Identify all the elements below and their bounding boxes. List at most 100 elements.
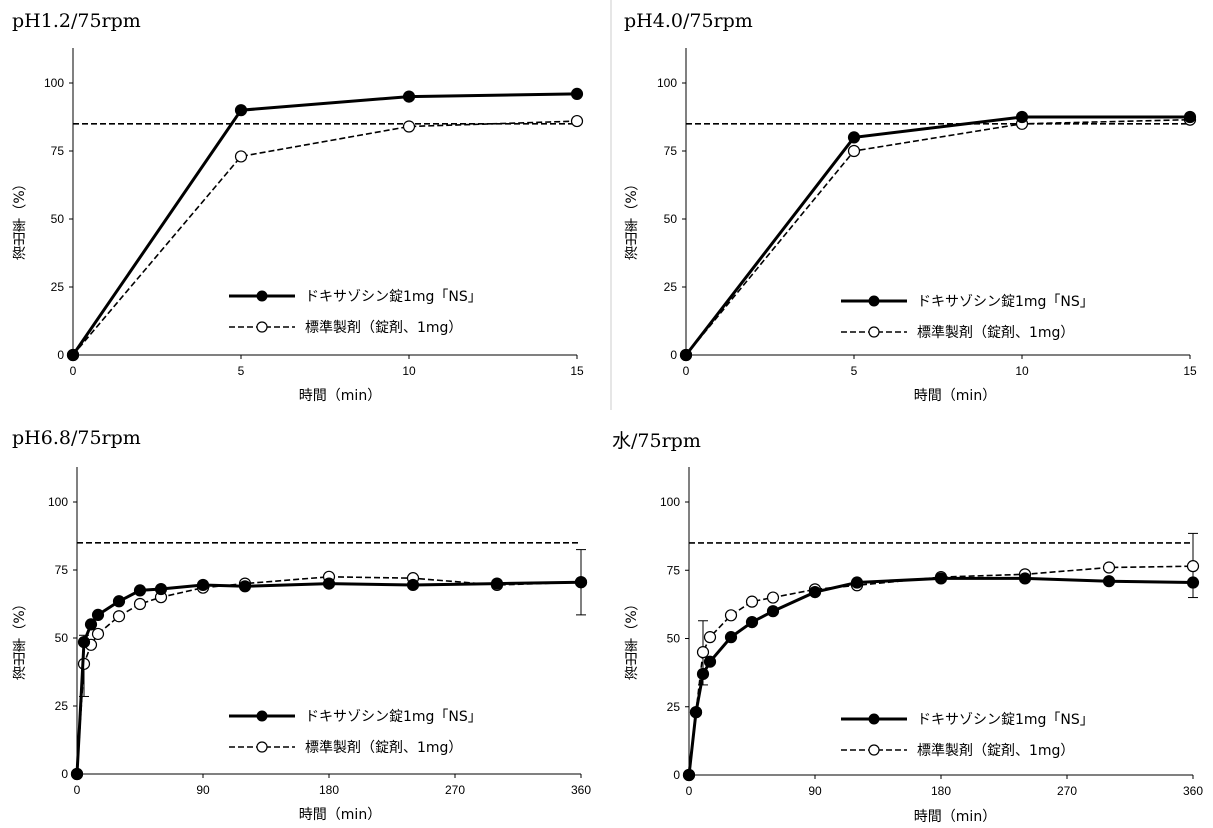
y-axis-label: 溶出率（%） xyxy=(624,596,640,679)
data-point-test xyxy=(84,618,98,631)
x-tick-label: 10 xyxy=(1015,364,1029,378)
y-tick-label: 50 xyxy=(51,212,65,226)
data-point-test xyxy=(112,595,126,608)
x-tick-label: 0 xyxy=(70,364,77,378)
y-tick-label: 0 xyxy=(61,767,68,781)
data-point-test xyxy=(133,584,147,597)
chart-title: pH4.0/75rpm xyxy=(624,10,753,32)
y-tick-label: 100 xyxy=(660,495,680,509)
x-tick-label: 360 xyxy=(1183,784,1203,798)
data-point-reference xyxy=(724,609,738,622)
y-tick-label: 25 xyxy=(664,280,678,294)
legend-marker-reference xyxy=(868,326,880,338)
data-point-reference xyxy=(91,627,105,641)
chart-panel-ph1-2: pH1.2/75rpm 0 25 50 75 100 0 5 10 15 時間（min） 溶出率（%）… xyxy=(12,10,584,404)
chart-title: 水/75rpm xyxy=(612,430,701,452)
x-tick-label: 90 xyxy=(196,783,210,797)
legend: ドキサゾシン錠1mg「NS」標準製剤（錠剤、1mg） xyxy=(229,289,482,336)
data-point-test xyxy=(77,635,91,649)
legend-marker-reference xyxy=(868,744,880,756)
y-tick-label: 75 xyxy=(667,563,681,577)
x-tick-label: 0 xyxy=(686,784,693,798)
y-tick-label: 100 xyxy=(44,76,64,90)
data-point-test xyxy=(574,576,588,589)
data-point-reference xyxy=(234,150,248,163)
data-point-test xyxy=(402,90,416,103)
y-tick-label: 0 xyxy=(673,768,680,782)
x-tick-label: 15 xyxy=(1183,364,1197,378)
chart-title: pH6.8/75rpm xyxy=(12,427,141,449)
y-tick-label: 50 xyxy=(667,632,681,646)
legend-label-reference: 標準製剤（錠剤、1mg） xyxy=(917,743,1074,759)
series-line-test xyxy=(71,92,578,356)
data-point-test xyxy=(682,768,696,782)
x-axis-label: 時間（min） xyxy=(299,807,381,823)
data-point-test xyxy=(934,572,948,585)
data-point-test xyxy=(1015,110,1029,124)
legend: ドキサゾシン錠1mg「NS」標準製剤（錠剤、1mg） xyxy=(841,294,1094,341)
legend-marker-reference xyxy=(256,741,268,753)
y-tick-label: 100 xyxy=(48,495,68,509)
data-point-test xyxy=(196,578,210,592)
series-line-reference xyxy=(685,118,1191,356)
data-point-test xyxy=(66,348,80,362)
y-tick-label: 75 xyxy=(51,144,65,158)
chart-panel-water: 水/75rpm 0 25 50 75 100 0 90 180 270 360 時間（min） 溶出率（… xyxy=(612,430,1203,825)
x-tick-label: 5 xyxy=(238,364,245,378)
data-point-test xyxy=(1186,576,1200,589)
x-axis-label: 時間（min） xyxy=(914,809,996,825)
legend-label-test: ドキサゾシン錠1mg「NS」 xyxy=(305,709,482,725)
legend-marker-test xyxy=(256,710,268,722)
data-point-test xyxy=(689,706,703,719)
data-point-test xyxy=(745,616,759,629)
legend-label-reference: 標準製剤（錠剤、1mg） xyxy=(305,320,462,336)
data-point-test xyxy=(1018,572,1032,585)
y-tick-label: 25 xyxy=(667,700,681,714)
x-tick-label: 0 xyxy=(74,783,81,797)
chart-title: pH1.2/75rpm xyxy=(12,10,141,32)
y-tick-label: 100 xyxy=(657,76,677,90)
y-tick-label: 25 xyxy=(51,280,65,294)
data-point-test xyxy=(696,667,710,681)
data-point-test xyxy=(91,608,105,621)
data-point-test xyxy=(570,87,584,100)
data-point-reference xyxy=(112,610,126,623)
data-point-test xyxy=(154,582,168,596)
chart-panel-ph6-8: pH6.8/75rpm 0 25 50 75 100 0 90 180 270 360 時間（min）… xyxy=(12,427,591,823)
chart-panel-ph4-0: pH4.0/75rpm 0 25 50 75 100 0 5 10 15 時間（min） 溶出率（%）… xyxy=(624,10,1197,404)
x-axis-label: 時間（min） xyxy=(914,388,996,404)
data-point-reference xyxy=(703,631,717,644)
legend-marker-test xyxy=(256,290,268,302)
y-tick-label: 0 xyxy=(670,348,677,362)
series-line-reference xyxy=(72,120,578,356)
y-tick-label: 50 xyxy=(664,212,678,226)
y-axis-label: 溶出率（%） xyxy=(624,176,640,259)
data-point-reference xyxy=(1102,561,1116,574)
x-tick-label: 360 xyxy=(571,783,591,797)
x-tick-label: 180 xyxy=(931,784,951,798)
x-tick-label: 15 xyxy=(570,364,584,378)
data-point-reference xyxy=(847,144,861,158)
y-axis-label: 溶出率（%） xyxy=(12,596,28,679)
x-tick-label: 270 xyxy=(445,783,465,797)
data-point-test xyxy=(679,348,693,362)
data-point-test xyxy=(234,104,248,117)
x-tick-label: 10 xyxy=(402,364,416,378)
data-point-test xyxy=(70,767,84,781)
data-point-reference xyxy=(745,595,759,608)
y-axis-label: 溶出率（%） xyxy=(12,176,28,259)
data-point-test xyxy=(322,577,336,590)
x-tick-label: 0 xyxy=(683,364,690,378)
series-line-test xyxy=(684,115,1190,356)
x-tick-label: 270 xyxy=(1057,784,1077,798)
x-tick-label: 5 xyxy=(851,364,858,378)
y-tick-label: 75 xyxy=(55,563,69,577)
data-point-test xyxy=(238,580,252,593)
x-tick-label: 180 xyxy=(319,783,339,797)
legend: ドキサゾシン錠1mg「NS」標準製剤（錠剤、1mg） xyxy=(229,709,482,756)
data-point-test xyxy=(1102,575,1116,588)
data-point-reference xyxy=(133,597,147,611)
data-point-test xyxy=(490,577,504,590)
legend-marker-test xyxy=(868,713,880,725)
